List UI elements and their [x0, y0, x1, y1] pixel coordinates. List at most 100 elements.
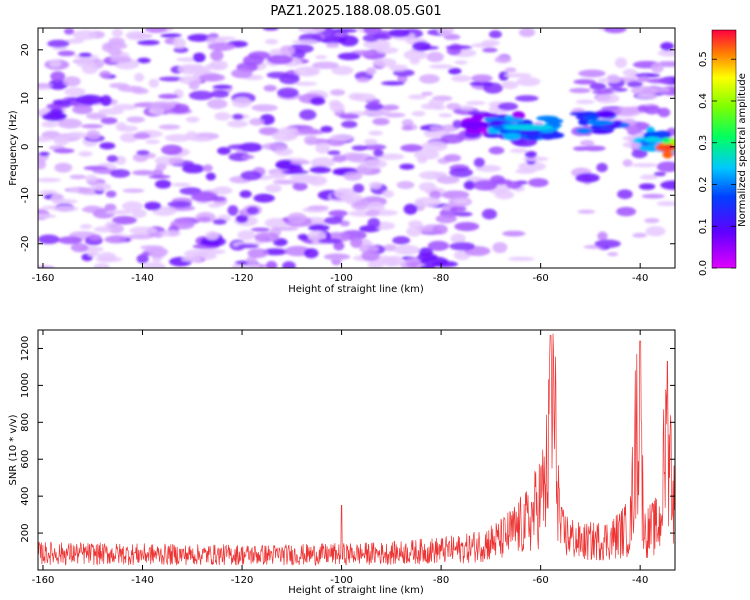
heatmap-cell: [361, 250, 380, 262]
bottom-x-tick-label: -60: [532, 575, 548, 586]
heatmap-cell: [132, 153, 149, 163]
heatmap-cell: [262, 28, 279, 31]
heatmap-cell: [589, 82, 607, 91]
heatmap-cell: [644, 218, 660, 224]
heatmap-cell: [471, 114, 484, 121]
heatmap-cell: [66, 131, 88, 139]
colorbar: 0.0 0.1 0.2 0.3 0.4 0.5 Normalized spectral a…: [698, 29, 748, 276]
top-x-tick-label: -60: [532, 273, 548, 284]
heatmap-cell: [573, 79, 597, 85]
top-xlabel: Height of straight line (km): [288, 284, 424, 295]
heatmap-cell: [105, 209, 133, 215]
heatmap-cell: [646, 78, 672, 84]
heatmap-cell: [160, 33, 182, 38]
heatmap-cell: [334, 188, 350, 200]
heatmap-cell: [206, 36, 217, 42]
heatmap-cell: [436, 175, 460, 184]
bottom-y-tick-label: 1000: [20, 373, 31, 398]
heatmap-cell: [389, 64, 408, 72]
heatmap-cell: [38, 213, 57, 219]
bottom-x-tick-label: -80: [433, 575, 449, 586]
heatmap-cell: [264, 38, 279, 45]
heatmap-cell: [428, 64, 454, 69]
heatmap-cell: [622, 159, 633, 167]
heatmap-cell: [387, 255, 403, 267]
heatmap-cell: [492, 242, 508, 254]
heatmap-cell: [419, 265, 436, 268]
heatmap-cell: [69, 174, 87, 180]
heatmap-cell: [315, 142, 330, 154]
heatmap-cell: [507, 256, 535, 261]
heatmap-cell: [57, 118, 83, 129]
heatmap-cell: [205, 63, 225, 70]
heatmap-cell: [407, 220, 423, 228]
heatmap-cell: [210, 50, 224, 61]
heatmap-cell: [112, 215, 137, 225]
heatmap-cell: [440, 133, 465, 144]
heatmap-cell: [197, 216, 211, 222]
heatmap-cell: [360, 159, 388, 169]
heatmap-cell: [459, 105, 474, 111]
heatmap-cell: [406, 226, 422, 237]
heatmap-cell: [418, 182, 437, 192]
bottom-x-tick-label: -160: [32, 575, 55, 586]
heatmap-cell: [401, 125, 413, 131]
heatmap-cell: [469, 81, 494, 86]
heatmap-cell: [435, 214, 457, 224]
heatmap-cell: [365, 102, 384, 111]
heatmap-cell: [481, 39, 500, 47]
heatmap-cell: [653, 171, 666, 177]
heatmap-cell: [330, 89, 346, 96]
heatmap-cell: [261, 142, 287, 151]
bottom-y-axis: 200 400 600 800 1000 1200: [20, 336, 675, 543]
heatmap-cell: [231, 97, 252, 108]
heatmap-cell: [50, 71, 66, 82]
heatmap-cell: [38, 136, 53, 142]
heatmap-cell: [594, 239, 621, 249]
heatmap-cell: [87, 251, 100, 257]
heatmap-cell: [432, 224, 448, 235]
heatmap-cell: [98, 108, 124, 115]
heatmap-cell: [93, 262, 110, 268]
heatmap-cell: [294, 81, 318, 86]
heatmap-cell: [38, 159, 47, 170]
heatmap-cell: [332, 154, 347, 163]
heatmap-cell: [134, 72, 145, 82]
heatmap-cell: [48, 79, 68, 90]
heatmap-cell: [154, 156, 176, 166]
heatmap-cell: [205, 172, 216, 181]
heatmap-cell: [250, 227, 271, 232]
heatmap-cell: [443, 33, 461, 41]
heatmap-cell: [136, 150, 150, 156]
heatmap-cell: [419, 74, 440, 84]
heatmap-cell: [108, 48, 122, 56]
heatmap-cell: [72, 105, 93, 115]
heatmap-cell: [327, 150, 341, 156]
heatmap-cell: [267, 54, 294, 65]
heatmap-cell: [528, 178, 549, 188]
heatmap-cell: [637, 104, 648, 112]
heatmap-cell: [438, 113, 453, 118]
heatmap-cell: [205, 231, 220, 241]
heatmap-cell: [171, 182, 191, 187]
heatmap-cell: [287, 166, 304, 172]
heatmap-cell: [436, 28, 455, 36]
heatmap-cell: [212, 84, 233, 89]
heatmap-cell: [53, 148, 75, 154]
heatmap-cell: [132, 170, 156, 176]
heatmap-cell: [381, 81, 405, 86]
heatmap-cell: [473, 157, 485, 168]
heatmap-cell: [78, 52, 92, 58]
heatmap-cell: [282, 261, 296, 268]
heatmap-cell: [154, 179, 172, 189]
heatmap-cell: [297, 127, 319, 135]
heatmap-cell: [312, 61, 339, 69]
heatmap-cell: [365, 209, 380, 217]
heatmap-cell: [184, 249, 210, 259]
heatmap-cell: [50, 193, 65, 205]
heatmap-cell: [109, 169, 131, 178]
bottom-x-axis: -160 -140 -120 -100 -80 -60 -40: [32, 330, 648, 586]
heatmap-cell: [86, 130, 101, 140]
heatmap-cell: [596, 162, 608, 173]
heatmap-cell: [323, 216, 343, 225]
